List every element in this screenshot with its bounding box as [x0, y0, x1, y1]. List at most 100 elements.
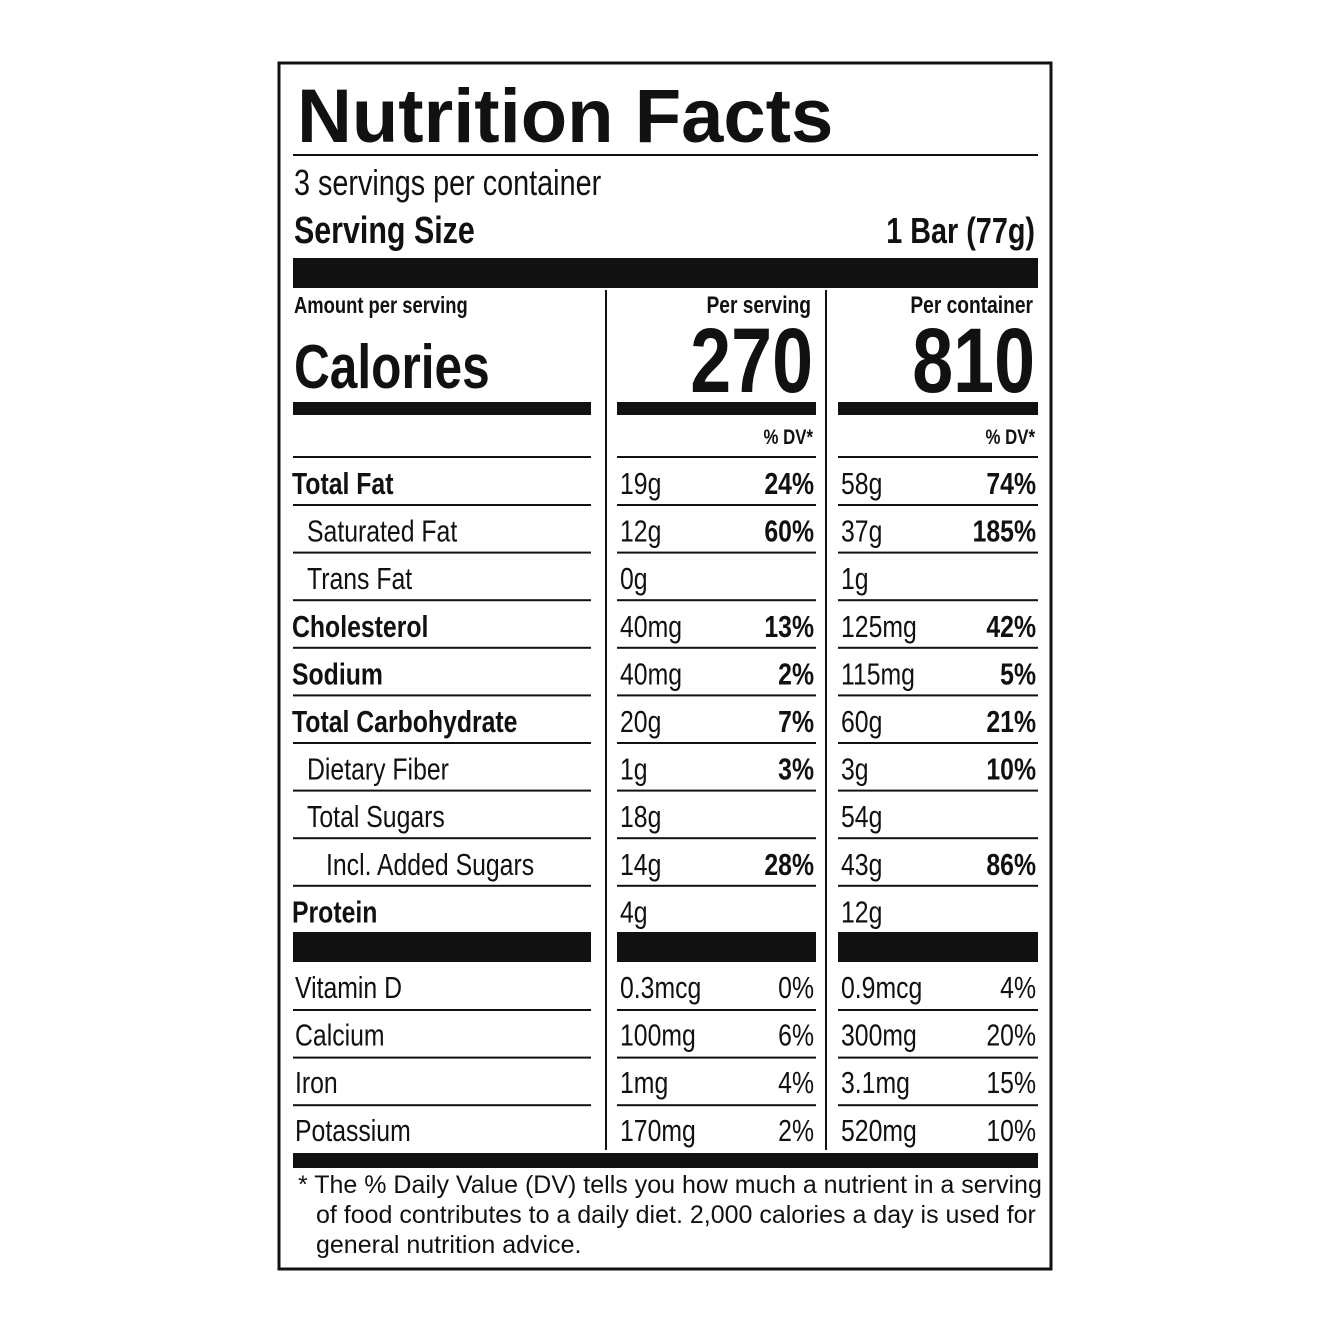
rule [617, 694, 816, 697]
nutrient-name: Cholesterol [292, 609, 428, 643]
nutrient-name: Sodium [292, 657, 383, 691]
rule [293, 837, 591, 840]
amount: 170mg [620, 1113, 696, 1147]
rule [617, 646, 816, 649]
rule [617, 599, 816, 602]
daily-value: 15% [986, 1066, 1036, 1100]
rule [838, 599, 1038, 602]
amount: 3.1mg [841, 1066, 910, 1100]
amount: 43g [841, 847, 882, 881]
daily-value: 3% [778, 752, 814, 786]
rule [293, 456, 591, 458]
rule [293, 551, 591, 554]
nutrient-name: Calcium [295, 1018, 385, 1052]
nutrient-name: Incl. Added Sugars [326, 847, 534, 881]
daily-value: 74% [986, 466, 1036, 500]
thick-bar [293, 402, 591, 415]
amount: 12g [841, 895, 882, 929]
amount-label: Amount per serving [294, 293, 468, 318]
rule [838, 646, 1038, 649]
daily-value: 86% [986, 847, 1036, 881]
calories-value: 810 [912, 309, 1035, 412]
daily-value: 2% [778, 1113, 814, 1147]
rule [293, 1056, 591, 1059]
nutrient-name: Vitamin D [295, 970, 402, 1004]
amount: 14g [620, 847, 661, 881]
daily-value: 6% [778, 1018, 814, 1052]
nutrient-name: Protein [292, 895, 377, 929]
rule [838, 837, 1038, 840]
amount: 0.9mcg [841, 970, 922, 1004]
title: Nutrition Facts [297, 74, 833, 159]
rule [838, 789, 1038, 792]
amount: 40mg [620, 657, 682, 691]
amount: 19g [620, 466, 661, 500]
column-heading: Per serving [706, 291, 811, 319]
rule [838, 1009, 1038, 1011]
daily-value: 60% [764, 514, 814, 548]
rule [293, 884, 591, 887]
rule [838, 456, 1038, 458]
rule [293, 1009, 591, 1011]
thick-bar [838, 932, 1038, 962]
rule [293, 599, 591, 602]
amount: 100mg [620, 1018, 696, 1052]
rule [617, 742, 816, 744]
amount: 1mg [620, 1066, 668, 1100]
amount: 58g [841, 466, 882, 500]
daily-value: 20% [986, 1018, 1036, 1052]
daily-value: 24% [764, 466, 814, 500]
rule [617, 1104, 816, 1107]
rule [838, 504, 1038, 506]
daily-value: 28% [764, 847, 814, 881]
amount: 0.3mcg [620, 970, 701, 1004]
rule [293, 742, 591, 744]
rule [617, 551, 816, 554]
daily-value: 7% [778, 704, 814, 738]
nutrient-name: Dietary Fiber [307, 752, 449, 786]
thick-bar [293, 1153, 1038, 1168]
nutrient-name: Potassium [295, 1113, 411, 1147]
amount: 3g [841, 752, 869, 786]
rule [617, 789, 816, 792]
rule [293, 1104, 591, 1107]
footnote: * The % Daily Value (DV) tells you how m… [298, 1171, 1042, 1259]
rule [838, 694, 1038, 697]
daily-value: 0% [778, 970, 814, 1004]
rule [293, 646, 591, 649]
daily-value: 5% [1000, 657, 1036, 691]
amount: 300mg [841, 1018, 917, 1052]
nutrient-name: Total Carbohydrate [292, 704, 517, 738]
amount: 37g [841, 514, 882, 548]
nutrient-name: Total Sugars [307, 800, 445, 834]
thick-bar [293, 258, 1038, 288]
label-border [277, 61, 1053, 1271]
amount: 20g [620, 704, 661, 738]
nutrient-name: Iron [295, 1066, 338, 1100]
rule [838, 551, 1038, 554]
daily-value: 10% [986, 1113, 1036, 1147]
rule [617, 504, 816, 506]
servings: 3 servings per container [294, 162, 601, 203]
dv-heading: % DV* [764, 426, 814, 449]
rule [617, 837, 816, 840]
rule [838, 884, 1038, 887]
daily-value: 2% [778, 657, 814, 691]
amount: 1g [841, 562, 869, 596]
rule [617, 884, 816, 887]
amount: 125mg [841, 609, 917, 643]
amount: 4g [620, 895, 648, 929]
nutrient-name: Trans Fat [307, 562, 412, 596]
rule [617, 1056, 816, 1059]
amount: 520mg [841, 1113, 917, 1147]
thick-bar [617, 402, 816, 415]
amount: 18g [620, 800, 661, 834]
daily-value: 10% [986, 752, 1036, 786]
calories-value: 270 [690, 309, 813, 412]
calories-label: Calories [294, 332, 490, 402]
amount: 1g [620, 752, 648, 786]
rule [617, 1009, 816, 1011]
rule [293, 789, 591, 792]
amount: 60g [841, 704, 882, 738]
